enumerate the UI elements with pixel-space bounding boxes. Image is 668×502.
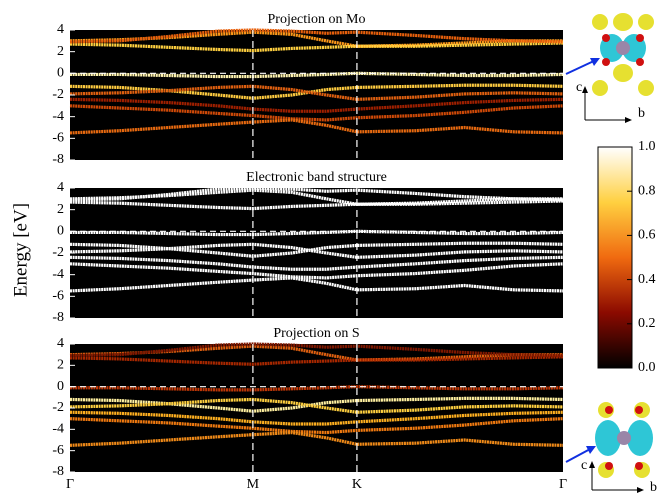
band xyxy=(70,71,564,79)
band xyxy=(69,410,564,426)
band xyxy=(69,255,564,271)
y-tick-label: -2 xyxy=(52,400,64,415)
band xyxy=(69,97,564,113)
x-tick-label: K xyxy=(352,477,362,492)
y-tick-label: 4 xyxy=(57,336,64,351)
band xyxy=(69,30,563,48)
band xyxy=(69,242,564,259)
band xyxy=(70,229,564,237)
y-tick-label: 2 xyxy=(57,44,64,59)
colorbar-tick-label: 0.4 xyxy=(638,272,656,287)
y-tick-label: -4 xyxy=(52,422,64,437)
x-tick-label: M xyxy=(247,477,260,492)
band xyxy=(69,276,564,293)
y-tick-label: 2 xyxy=(57,202,64,217)
panel-title: Projection on Mo xyxy=(268,12,366,27)
x-tick-label: Γ xyxy=(66,477,74,492)
axis-letter: c xyxy=(581,458,587,473)
band xyxy=(69,342,564,358)
panel-title: Projection on S xyxy=(273,326,359,341)
band xyxy=(69,344,563,362)
band xyxy=(69,397,564,414)
y-tick-label: -4 xyxy=(52,267,64,282)
colorbar xyxy=(597,146,633,369)
y-tick-label: -8 xyxy=(52,152,64,167)
band xyxy=(69,186,564,202)
y-tick-label: 0 xyxy=(57,224,64,239)
y-tick-label: 2 xyxy=(57,358,64,373)
structure-inset: c b xyxy=(565,402,657,495)
y-tick-label: 4 xyxy=(57,180,64,195)
band xyxy=(69,417,564,435)
y-tick-label: 0 xyxy=(57,66,64,81)
axis-letter: b xyxy=(650,480,657,495)
band xyxy=(69,104,564,122)
colorbar-tick-label: 0.0 xyxy=(638,360,656,375)
y-tick-label: -8 xyxy=(52,464,64,479)
panel-title: Electronic band structure xyxy=(246,170,387,185)
band xyxy=(69,355,564,366)
y-tick-label: -2 xyxy=(52,87,64,102)
y-tick-label: -6 xyxy=(52,443,64,458)
band xyxy=(69,118,564,135)
colorbar-tick-label: 1.0 xyxy=(638,139,656,154)
axis-letter: b xyxy=(638,106,645,121)
structure-inset: c b xyxy=(565,13,654,123)
band xyxy=(70,385,564,392)
band xyxy=(69,188,563,206)
band xyxy=(69,28,564,44)
band xyxy=(69,84,564,101)
y-tick-label: -6 xyxy=(52,131,64,146)
x-tick-label: Γ xyxy=(559,477,567,492)
colorbar-tick-label: 0.6 xyxy=(638,228,656,243)
colorbar-tick-label: 0.8 xyxy=(638,183,656,198)
y-tick-label: -6 xyxy=(52,289,64,304)
band xyxy=(69,41,564,53)
band xyxy=(69,199,564,211)
band xyxy=(69,262,564,280)
y-tick-label: -2 xyxy=(52,245,64,260)
band xyxy=(69,430,564,447)
axis-letter: c xyxy=(576,80,582,95)
colorbar-tick-label: 0.2 xyxy=(638,316,656,331)
y-tick-label: 0 xyxy=(57,379,64,394)
y-axis-label: Energy [eV] xyxy=(10,203,31,297)
y-tick-label: -4 xyxy=(52,109,64,124)
y-tick-label: 4 xyxy=(57,22,64,37)
y-tick-label: -8 xyxy=(52,310,64,325)
